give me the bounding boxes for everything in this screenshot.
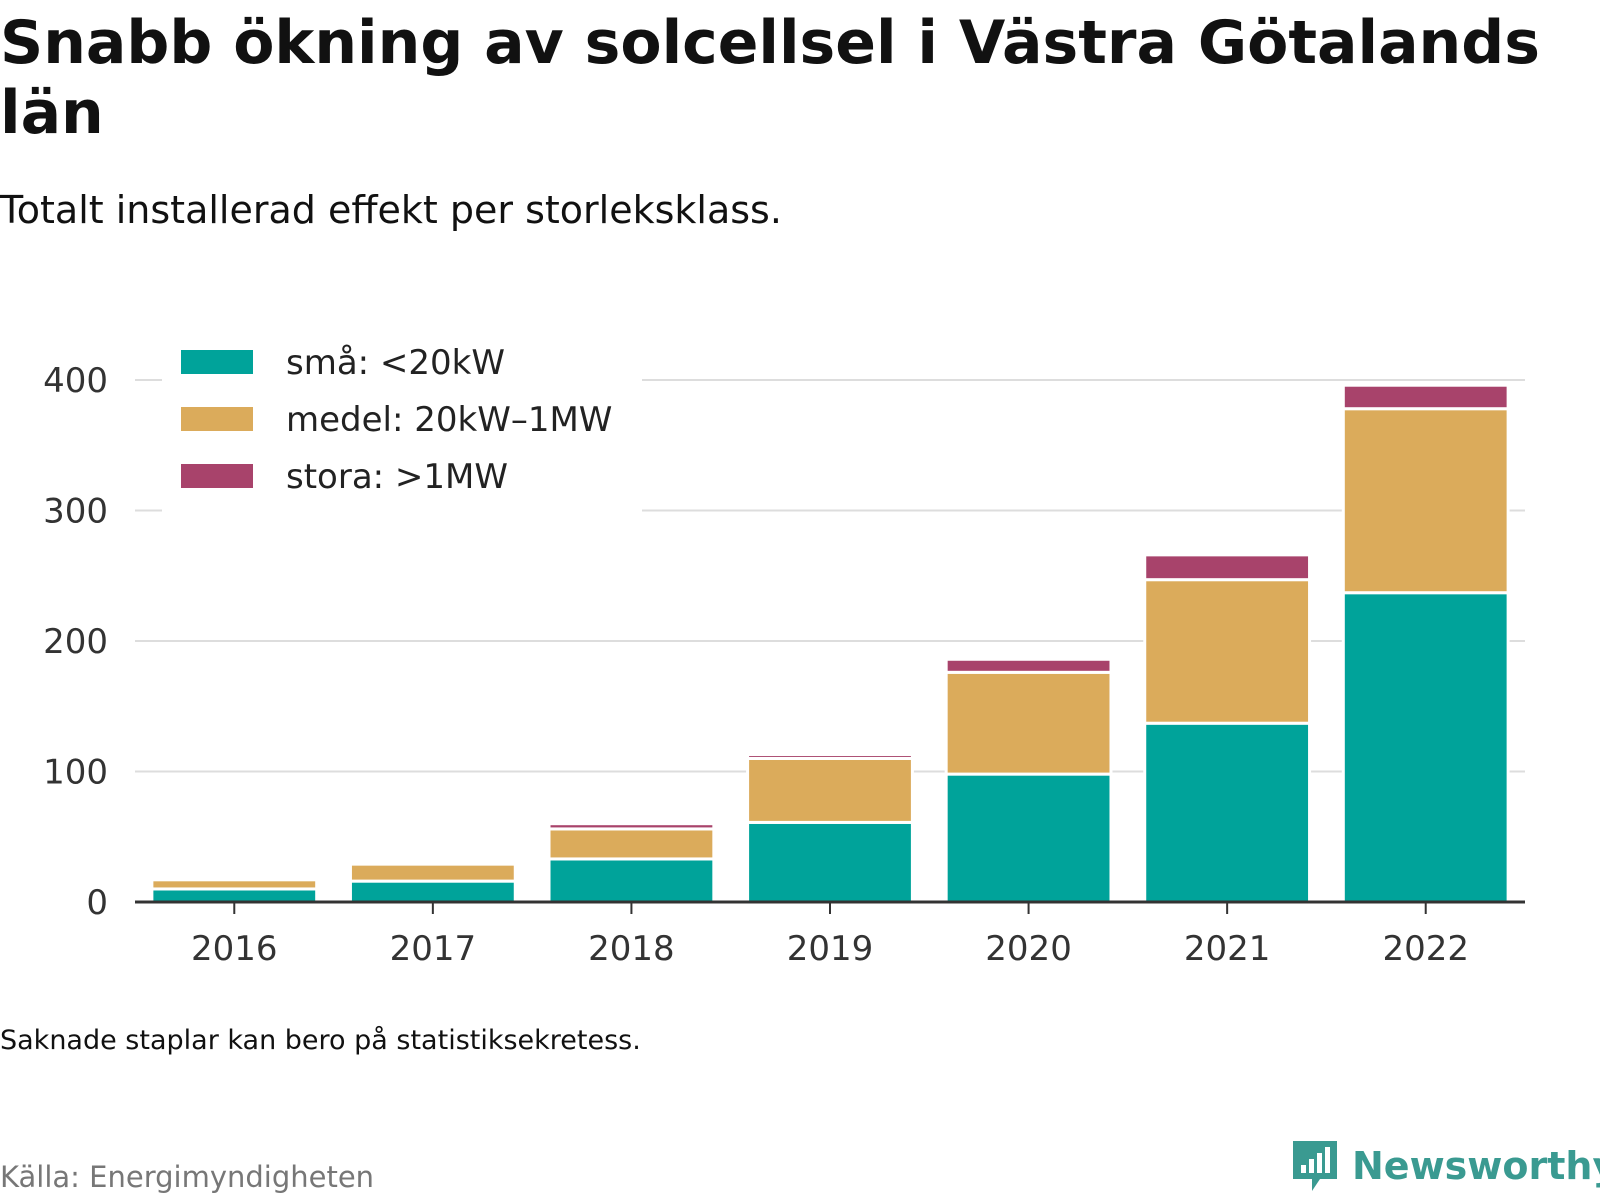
legend-label: stora: >1MW (286, 457, 508, 497)
y-tick-label: 100 (43, 753, 108, 793)
bar-segment (547, 857, 716, 904)
chart-subtitle: Totalt installerad effekt per storlekskl… (0, 188, 782, 232)
bar-segment (1341, 591, 1510, 904)
bar-segment (944, 772, 1113, 904)
legend-label: små: <20kW (286, 343, 505, 383)
x-tick-label: 2016 (191, 929, 278, 969)
x-tick-label: 2021 (1184, 929, 1271, 969)
bar-segment (1143, 721, 1312, 904)
x-tick-label: 2018 (588, 929, 675, 969)
footnote: Saknade staplar kan bero på statistiksek… (0, 1025, 641, 1056)
bar-segment (944, 657, 1113, 674)
bar-segment (746, 753, 914, 760)
legend-swatch (181, 464, 253, 488)
bars (150, 383, 1510, 904)
axes: 0 100 200 300 400 2016 2017 2018 2019 2020 2021 202… (43, 361, 1525, 969)
brand-name: Newsworthy (1352, 1144, 1600, 1188)
bar-segment (150, 878, 319, 891)
x-tick-label: 2017 (390, 929, 477, 969)
legend-swatch (181, 407, 253, 431)
newsworthy-logo: Newsworthy (1290, 1138, 1600, 1194)
y-tick-label: 0 (86, 883, 108, 923)
stacked-bar-chart: 0 100 200 300 400 2016 2017 2018 2019 2020 2021 202… (43, 340, 1525, 969)
bar-segment (348, 879, 517, 904)
y-tick-label: 300 (43, 492, 108, 532)
bar-segment (1341, 407, 1510, 595)
newsworthy-logo-icon (1293, 1141, 1337, 1191)
x-tick-label: 2022 (1382, 929, 1469, 969)
bar-segment (1143, 553, 1312, 582)
x-tick-label: 2019 (787, 929, 874, 969)
chart-title: Snabb ökning av solcellsel i Västra Göta… (0, 8, 1540, 148)
bar-segment (348, 862, 517, 883)
bar-segment (150, 887, 319, 904)
legend-label: medel: 20kW–1MW (286, 400, 612, 440)
bar-segment (547, 822, 716, 831)
y-tick-label: 400 (43, 361, 108, 401)
source-text: Källa: Energimyndigheten (0, 1160, 375, 1194)
x-tick-label: 2020 (985, 929, 1072, 969)
legend: små: <20kW medel: 20kW–1MW stora: >1MW (162, 340, 642, 512)
bar-segment (1341, 383, 1510, 411)
legend-swatch (181, 350, 253, 374)
bar-segment (547, 827, 716, 861)
bar-segment (944, 670, 1113, 776)
y-tick-label: 200 (43, 622, 108, 662)
bar-segment (746, 756, 914, 824)
bar-segment (1143, 578, 1312, 725)
bar-segment (746, 820, 914, 904)
